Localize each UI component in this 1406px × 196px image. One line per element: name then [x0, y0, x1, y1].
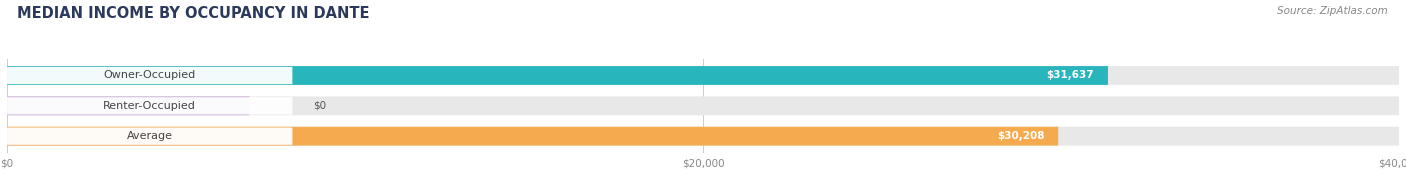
Text: $30,208: $30,208: [997, 131, 1045, 141]
FancyBboxPatch shape: [7, 128, 292, 145]
FancyBboxPatch shape: [7, 97, 292, 114]
Text: Renter-Occupied: Renter-Occupied: [103, 101, 197, 111]
Text: Owner-Occupied: Owner-Occupied: [104, 71, 195, 81]
Text: Source: ZipAtlas.com: Source: ZipAtlas.com: [1277, 6, 1388, 16]
Text: $31,637: $31,637: [1046, 71, 1094, 81]
FancyBboxPatch shape: [7, 67, 292, 84]
FancyBboxPatch shape: [7, 96, 250, 115]
FancyBboxPatch shape: [7, 127, 1399, 146]
FancyBboxPatch shape: [7, 127, 1059, 146]
FancyBboxPatch shape: [7, 66, 1108, 85]
FancyBboxPatch shape: [7, 66, 1399, 85]
Text: $0: $0: [314, 101, 326, 111]
Text: MEDIAN INCOME BY OCCUPANCY IN DANTE: MEDIAN INCOME BY OCCUPANCY IN DANTE: [17, 6, 370, 21]
Text: Average: Average: [127, 131, 173, 141]
FancyBboxPatch shape: [7, 96, 1399, 115]
